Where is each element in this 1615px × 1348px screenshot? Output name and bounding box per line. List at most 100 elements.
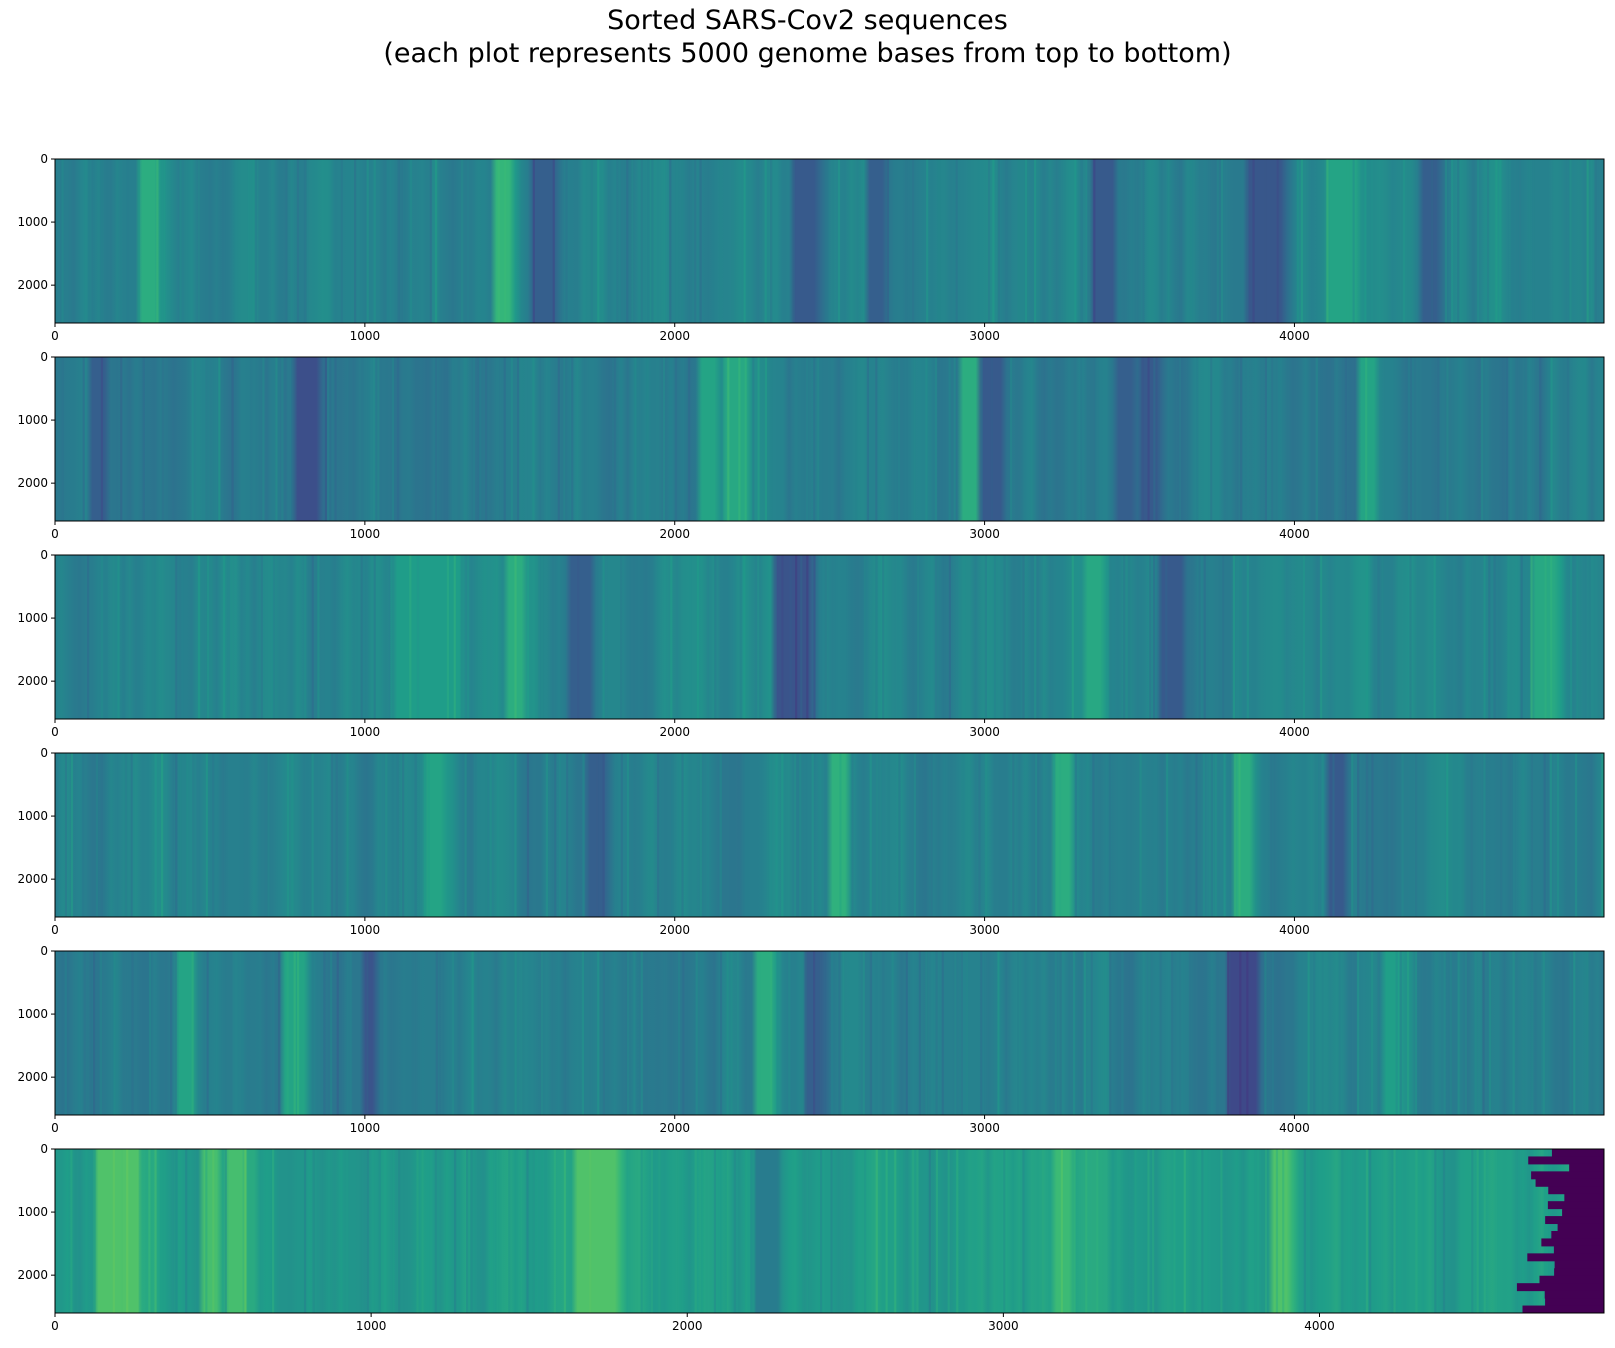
heatmap-stripe (175, 555, 178, 719)
heatmap-stripe (1239, 555, 1242, 719)
heatmap-stripe (634, 357, 637, 521)
heatmap-stripe (1539, 357, 1542, 521)
heatmap-stripe (616, 159, 619, 323)
heatmap-stripe (1282, 1149, 1285, 1313)
x-tick-label: 3000 (969, 329, 1000, 343)
heatmap-stripe (398, 1149, 401, 1313)
heatmap-stripe (1071, 555, 1074, 719)
heatmap-stripe (1223, 753, 1226, 917)
heatmap-stripe (1399, 951, 1402, 1115)
heatmap-stripe (526, 753, 530, 917)
heatmap-stripe (1203, 555, 1206, 719)
heatmap-stripe (1365, 753, 1369, 917)
axes-frame (54, 356, 1605, 522)
heatmap-stripe (1573, 951, 1576, 1115)
heatmap-stripe (1092, 753, 1095, 917)
heatmap-stripe (170, 951, 173, 1115)
heatmap-stripe (930, 753, 933, 917)
heatmap-stripe (197, 159, 200, 323)
heatmap-stripe (911, 1149, 914, 1313)
heatmap-stripe (1401, 753, 1404, 917)
heatmap-stripe (626, 357, 630, 521)
heatmap-stripe (650, 1149, 653, 1313)
heatmap-stripe (373, 555, 376, 719)
heatmap-stripe (1302, 555, 1305, 719)
heatmap-stripe (953, 357, 956, 521)
heatmap-stripe (120, 1149, 123, 1313)
x-tick-label: 4000 (1279, 1121, 1310, 1135)
heatmap-stripe (1117, 951, 1120, 1115)
heatmap-stripe (1550, 555, 1553, 719)
heatmap-stripe (231, 357, 234, 521)
x-tick-label: 3000 (969, 1121, 1000, 1135)
heatmap-stripe (1246, 951, 1249, 1115)
heatmap-tail-row (1554, 1260, 1604, 1269)
heatmap-stripe (1407, 951, 1410, 1115)
heatmap-stripe (1220, 1149, 1223, 1313)
heatmap-stripe (1518, 159, 1522, 323)
heatmap-stripe (997, 159, 1000, 323)
y-tick-label: 2000 (17, 674, 48, 688)
heatmap-stripe (1365, 1149, 1368, 1313)
heatmap-stripe (541, 357, 544, 521)
heatmap-stripe (647, 159, 650, 323)
heatmap-stripe (557, 555, 560, 719)
y-tick-label: 2000 (17, 278, 48, 292)
figure-title: Sorted SARS-Cov2 sequences (each plot re… (0, 4, 1615, 70)
heatmap-stripe (1539, 951, 1542, 1115)
heatmap-stripe (990, 357, 993, 521)
heatmap-stripe (750, 1149, 753, 1313)
heatmap-tail-row (1541, 1238, 1604, 1247)
heatmap-stripe (879, 753, 882, 917)
heatmap-stripe (956, 1149, 959, 1313)
heatmap-stripe (937, 159, 941, 323)
heatmap-stripe (837, 159, 841, 323)
heatmap-stripe (965, 951, 969, 1115)
heatmap-stripe (303, 1149, 307, 1313)
heatmap-stripe (384, 1149, 387, 1313)
x-tick-label: 4000 (1279, 725, 1310, 739)
heatmap-stripe (640, 1149, 643, 1313)
heatmap-stripe (64, 753, 68, 917)
heatmap-tail-row (1516, 1283, 1604, 1292)
heatmap-stripe (1477, 159, 1480, 323)
heatmap-stripe (230, 555, 233, 719)
heatmap-stripe (918, 951, 921, 1115)
x-tick-label: 3000 (988, 1319, 1019, 1333)
heatmap-stripe (563, 1149, 566, 1313)
heatmap-stripe (386, 159, 389, 323)
heatmap-stripe (504, 951, 507, 1115)
heatmap-stripe (1377, 951, 1380, 1115)
heatmap-stripe (696, 555, 699, 719)
heatmap-stripe (428, 753, 431, 917)
heatmap-stripe (925, 357, 928, 521)
heatmap-stripe (1442, 1149, 1446, 1313)
heatmap-stripe (1499, 159, 1502, 323)
heatmap-tail-row (1545, 1216, 1604, 1225)
heatmap-stripe (757, 555, 760, 719)
heatmap-stripe (1264, 951, 1267, 1115)
heatmap-stripe (136, 1149, 139, 1313)
heatmap-stripe (563, 555, 566, 719)
heatmap-stripe (489, 753, 492, 917)
figure-title-line-2: (each plot represents 5000 genome bases … (383, 38, 1232, 69)
heatmap-stripe (806, 1149, 809, 1313)
heatmap-stripe (130, 753, 133, 917)
heatmap-stripe (901, 1149, 904, 1313)
heatmap-stripe (563, 357, 566, 521)
heatmap-stripe (554, 753, 557, 917)
heatmap-stripe (842, 951, 845, 1115)
heatmap-stripe (1411, 357, 1415, 521)
heatmap-stripe (1480, 357, 1484, 521)
x-tick-label: 1000 (350, 527, 381, 541)
heatmap-stripe (296, 159, 300, 323)
heatmap-stripe (1370, 159, 1373, 323)
heatmap-stripe (262, 357, 265, 521)
heatmap-stripe (156, 159, 159, 323)
y-tick-label: 1000 (17, 809, 48, 823)
y-tick-label: 1000 (17, 1205, 48, 1219)
heatmap-stripe (131, 951, 134, 1115)
heatmap-stripe (913, 753, 916, 917)
heatmap-stripe (83, 951, 86, 1115)
heatmap-background (55, 1149, 1604, 1313)
